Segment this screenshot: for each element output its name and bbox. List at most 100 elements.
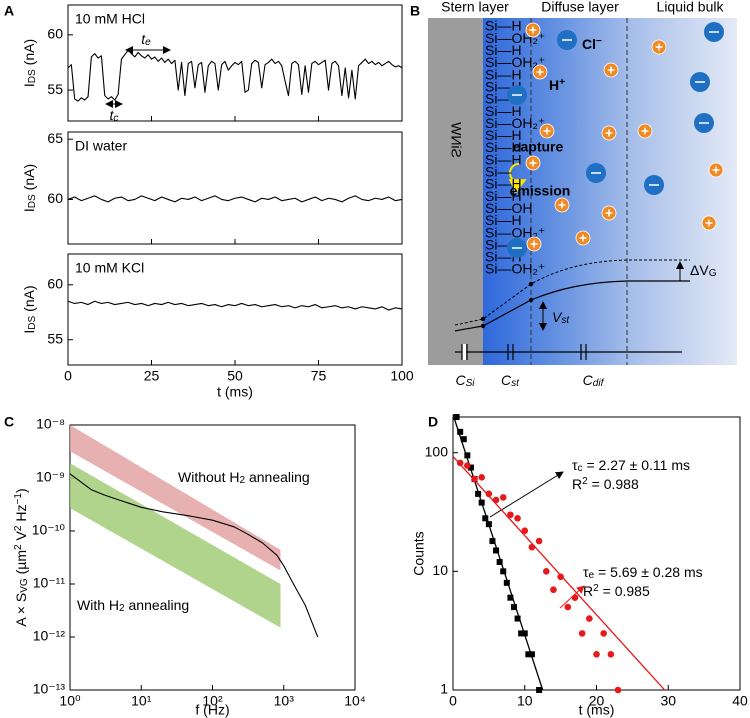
text-part: Without H [178, 469, 239, 485]
text-part: Hz [13, 505, 29, 526]
text-part: H [549, 77, 559, 93]
node [480, 323, 486, 329]
panel-label: B [410, 3, 420, 19]
surface-group: Si—OH₂⁺ [485, 115, 545, 131]
text-part: τ [572, 457, 578, 473]
point [464, 462, 471, 469]
point [492, 496, 500, 504]
layer-header: Stern layer [441, 0, 509, 15]
anion [644, 175, 664, 195]
nanowire-label: SiNW [448, 121, 464, 158]
trace [67, 49, 403, 102]
anion [690, 72, 710, 92]
text-part: 2 [13, 544, 24, 550]
point [503, 579, 510, 586]
fit-arrow [489, 471, 564, 518]
text-part: G [709, 268, 717, 279]
point [467, 464, 474, 471]
text-part: VG [19, 578, 30, 593]
text-part: 2 [582, 476, 588, 487]
cation-label: H+ [549, 77, 565, 93]
text-part: 2 [239, 475, 245, 486]
fit-annotation: τe = 5.69 ± 0.28 ms [583, 564, 703, 581]
node [528, 281, 534, 287]
y-tick-label: 60 [47, 26, 63, 42]
cation [525, 155, 541, 171]
y-axis-label: IDS (nA) [21, 39, 38, 87]
surface-group: Si—OH₂⁺ [485, 54, 545, 70]
point [478, 499, 485, 506]
y-tick-label: 60 [47, 275, 63, 291]
point [507, 511, 514, 519]
cation [554, 197, 570, 213]
x-tick-label: 0 [449, 693, 457, 709]
point [514, 615, 521, 622]
point [496, 558, 503, 565]
trace [67, 300, 403, 311]
point [521, 630, 528, 637]
surface-group: Si—H [485, 66, 522, 82]
delta-vg-label: ΔVG [690, 262, 717, 279]
surface-group: Si—H [485, 127, 522, 143]
cation [708, 162, 724, 178]
point [510, 604, 517, 611]
y-axis-label: IDS (nA) [21, 285, 38, 333]
x-tick-label: 30 [660, 693, 676, 709]
point [518, 630, 525, 637]
y-tick-label: 65 [47, 130, 63, 146]
cation [532, 64, 548, 80]
x-axis-label: t (ms) [579, 702, 615, 718]
x-tick-label: 10³ [274, 693, 295, 709]
x-tick-label: 100 [390, 368, 414, 384]
text-part: I [21, 83, 37, 87]
cation [637, 123, 653, 139]
point [456, 459, 464, 467]
point [521, 527, 529, 535]
point [489, 538, 496, 545]
text-part: −1 [13, 493, 24, 505]
panel-label: A [4, 3, 14, 19]
panel-label: C [4, 414, 14, 430]
text-part: DS [27, 194, 38, 208]
y-axis-label: IDS (nA) [21, 164, 38, 212]
x-axis-label: f (Hz) [195, 702, 229, 718]
text-part: DS [27, 69, 38, 83]
surface-group: Si—H [485, 212, 522, 228]
fit-annotation: R2 = 0.988 [572, 476, 639, 492]
x-tick-label: 75 [311, 368, 327, 384]
profile-nodes [480, 281, 534, 329]
y-tick-label: 10⁻⁹ [36, 469, 65, 485]
y-axis-label: Counts [411, 531, 427, 575]
x-tick-label: 25 [144, 368, 160, 384]
text-part: = 0.985 [599, 583, 650, 599]
surface-group: Si—OH [485, 200, 532, 216]
trace-label: 10 mM KCl [75, 260, 144, 276]
point [485, 521, 492, 528]
text-part: − [596, 36, 602, 47]
x-tick-label: 20 [589, 693, 605, 709]
text-part: Cl [582, 36, 596, 52]
point [557, 573, 564, 581]
anion [507, 238, 527, 258]
text-part: dif [593, 378, 605, 389]
trace [67, 195, 403, 203]
point [571, 594, 579, 601]
point [493, 547, 500, 554]
x-tick-label: 10⁴ [344, 693, 366, 709]
y-tick-label: 55 [47, 330, 63, 346]
point [514, 515, 521, 522]
y-tick-label: 10⁻¹¹ [33, 575, 66, 591]
potential-shifted [454, 259, 690, 326]
text-part: (nA) [21, 164, 37, 194]
cation [651, 39, 667, 55]
y-axis-label: A × SVG (µm2 V2 Hz−1) [13, 488, 31, 626]
layer-header: Diffuse layer [541, 0, 619, 15]
text-part: st [511, 378, 520, 389]
point [500, 568, 507, 575]
capture-emission-arrow [508, 162, 527, 194]
text-part: annealing [125, 597, 190, 613]
text-part: ) [13, 488, 29, 493]
fit-annotation: τc = 2.27 ± 0.11 ms [572, 457, 690, 474]
x-tick-label: 10⁰ [59, 693, 81, 709]
